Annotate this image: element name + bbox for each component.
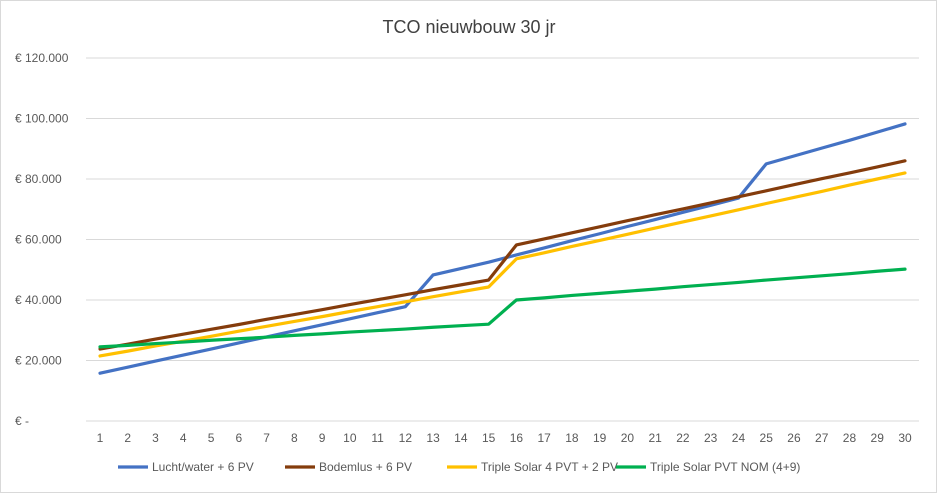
- series-line-2: [98, 159, 907, 351]
- legend-label: Lucht/water + 6 PV: [152, 460, 254, 474]
- x-tick-label: 21: [648, 431, 662, 445]
- x-tick-label: 16: [510, 431, 524, 445]
- x-tick-label: 12: [399, 431, 413, 445]
- x-tick-label: 9: [319, 431, 326, 445]
- x-tick-label: 13: [426, 431, 440, 445]
- x-tick-label: 20: [621, 431, 635, 445]
- x-tick-label: 6: [235, 431, 242, 445]
- x-tick-label: 17: [537, 431, 551, 445]
- legend-label: Bodemlus + 6 PV: [319, 460, 412, 474]
- x-tick-label: 22: [676, 431, 690, 445]
- x-tick-label: 29: [871, 431, 885, 445]
- y-tick-label: € 100.000: [15, 112, 69, 126]
- series-line-1: [98, 122, 907, 375]
- x-tick-label: 5: [208, 431, 215, 445]
- x-tick-label: 15: [482, 431, 496, 445]
- series-line-3: [98, 171, 907, 358]
- y-tick-label: € 80.000: [15, 172, 62, 186]
- y-tick-label: € 20.000: [15, 354, 62, 368]
- legend-item: Bodemlus + 6 PV: [285, 460, 412, 474]
- x-tick-label: 14: [454, 431, 468, 445]
- x-tick-label: 7: [263, 431, 270, 445]
- x-tick-label: 19: [593, 431, 607, 445]
- y-tick-label: € 120.000: [15, 51, 69, 65]
- x-tick-label: 11: [371, 431, 384, 445]
- x-tick-label: 1: [97, 431, 104, 445]
- y-tick-label: € -: [15, 414, 29, 428]
- x-tick-label: 3: [152, 431, 159, 445]
- y-tick-label: € 60.000: [15, 233, 62, 247]
- chart-title: TCO nieuwbouw 30 jr: [382, 17, 555, 37]
- x-tick-label: 30: [898, 431, 912, 445]
- legend-label: Triple Solar 4 PVT + 2 PV: [481, 460, 618, 474]
- x-tick-label: 2: [124, 431, 131, 445]
- x-tick-label: 26: [787, 431, 801, 445]
- x-tick-label: 24: [732, 431, 746, 445]
- x-tick-label: 25: [760, 431, 774, 445]
- legend-item: Lucht/water + 6 PV: [118, 460, 254, 474]
- x-tick-label: 10: [343, 431, 357, 445]
- x-tick-label: 4: [180, 431, 187, 445]
- legend-item: Triple Solar PVT NOM (4+9): [616, 460, 800, 474]
- legend-item: Triple Solar 4 PVT + 2 PV: [447, 460, 618, 474]
- x-tick-label: 8: [291, 431, 298, 445]
- series-line-4: [98, 267, 907, 349]
- x-tick-label: 27: [815, 431, 829, 445]
- legend-label: Triple Solar PVT NOM (4+9): [650, 460, 800, 474]
- x-tick-label: 28: [843, 431, 857, 445]
- x-tick-label: 18: [565, 431, 579, 445]
- y-tick-label: € 40.000: [15, 293, 62, 307]
- x-tick-label: 23: [704, 431, 718, 445]
